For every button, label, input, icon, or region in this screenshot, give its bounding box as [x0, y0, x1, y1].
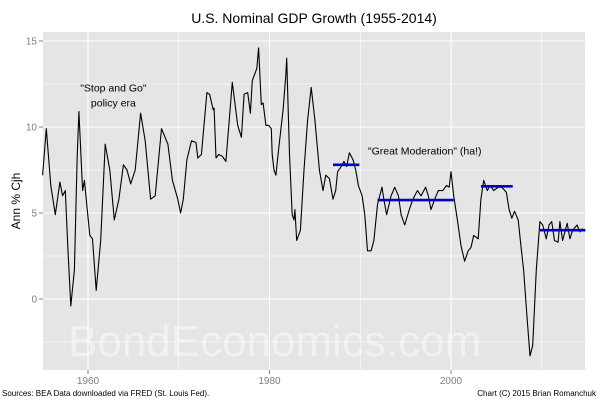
stop-and-go-annotation-line: policy era	[91, 98, 136, 110]
source-note: Sources: BEA Data downloaded via FRED (S…	[2, 389, 209, 398]
y-axis: 0 5 10 15	[26, 37, 43, 306]
major-gridlines	[43, 32, 585, 370]
y-tick-label: 10	[26, 123, 38, 134]
chart-title: U.S. Nominal GDP Growth (1955-2014)	[191, 10, 437, 26]
y-tick-label: 15	[26, 37, 38, 48]
x-tick-label: 2000	[440, 376, 463, 387]
annotations-layer: "Stop and Go" policy era "Great Moderation…	[80, 83, 481, 158]
average-segments-layer	[333, 163, 586, 232]
great-moderation-annotation-line: "Great Moderation" (ha!)	[368, 146, 482, 158]
x-tick-label: 1960	[77, 376, 100, 387]
x-axis: 1960 1980 2000	[77, 370, 463, 387]
y-tick-label: 0	[31, 295, 37, 306]
y-tick-label: 5	[31, 209, 37, 220]
stop-and-go-annotation-line: "Stop and Go"	[80, 83, 147, 95]
x-tick-label: 1980	[258, 376, 281, 387]
minor-gridlines	[43, 32, 585, 370]
stop-and-go-annotation: "Stop and Go" policy era	[80, 83, 147, 110]
great-moderation-annotation: "Great Moderation" (ha!)	[368, 146, 482, 158]
credit-note: Chart (C) 2015 Brian Romanchuk	[477, 389, 597, 398]
plot-panel	[43, 32, 585, 370]
watermark-text: BondEconomics.com	[68, 317, 481, 366]
y-axis-title: Ann % Cjh	[9, 173, 23, 230]
